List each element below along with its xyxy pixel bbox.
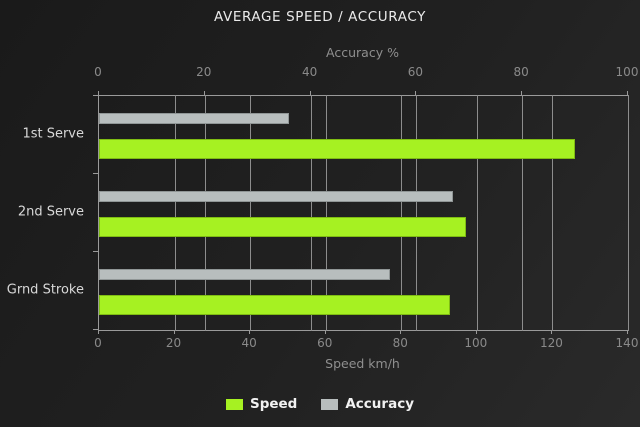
bottom-tick-label: 20	[165, 336, 182, 350]
bottom-axis-title: Speed km/h	[325, 356, 400, 371]
legend: Speed Accuracy	[0, 396, 640, 412]
speed-swatch-icon	[225, 398, 243, 410]
bottom-tick-mark	[551, 330, 553, 334]
category-label: Grnd Stroke	[6, 282, 84, 298]
speed-bar	[99, 139, 576, 159]
bottom-tick-mark	[475, 330, 477, 334]
gridline	[522, 95, 524, 331]
category-label: 2nd Serve	[17, 204, 84, 220]
gridline	[204, 95, 206, 331]
top-tick-label: 0	[94, 65, 102, 79]
legend-label-accuracy: Accuracy	[345, 396, 414, 412]
bottom-tick-label: 80	[392, 336, 408, 350]
top-axis-title: Accuracy %	[326, 45, 399, 60]
gridline	[476, 95, 478, 331]
top-tick-mark	[203, 91, 205, 95]
top-axis-ticks: 0 20 40 60 80 100	[94, 65, 638, 80]
category-label: 1st Serve	[22, 126, 84, 142]
bottom-tick-mark	[173, 330, 175, 334]
top-tick-label: 40	[301, 65, 318, 79]
gridline	[552, 95, 554, 331]
bottom-tick-mark	[627, 330, 628, 334]
chart-title: AVERAGE SPEED / ACCURACY	[214, 9, 426, 25]
legend-item-accuracy: Accuracy	[321, 396, 414, 412]
top-tick-mark	[309, 91, 311, 95]
top-tick-mark	[627, 91, 628, 95]
legend-item-speed: Speed	[225, 396, 298, 412]
top-tick-mark	[521, 91, 523, 95]
bottom-tick-label: 140	[615, 336, 639, 350]
bottom-tick-mark	[400, 330, 402, 334]
gridline	[174, 95, 176, 331]
category-tick-mark	[93, 173, 98, 174]
category-tick-mark	[93, 251, 98, 252]
category-axis: 1st Serve 2nd Serve Grnd Stroke	[0, 95, 84, 329]
bottom-tick-label: 40	[241, 336, 257, 350]
speed-bar	[99, 295, 451, 315]
bottom-tick-mark	[98, 330, 99, 334]
bottom-tick-mark	[324, 330, 326, 334]
gridline	[401, 95, 403, 331]
legend-label-speed: Speed	[249, 396, 298, 412]
gridline	[325, 95, 327, 331]
accuracy-bar	[99, 269, 390, 280]
bottom-axis-ticks: 0 20 40 60 80 100 120 140	[94, 336, 638, 351]
gridline	[416, 95, 418, 331]
top-tick-label: 20	[196, 65, 212, 79]
gridline	[628, 95, 629, 331]
accuracy-swatch-icon	[321, 398, 339, 410]
bottom-tick-label: 120	[539, 336, 563, 350]
bottom-tick-label: 60	[317, 336, 333, 350]
top-tick-label: 60	[407, 65, 424, 79]
top-tick-label: 80	[513, 65, 529, 79]
category-tick-mark	[93, 95, 98, 96]
bottom-tick-label: 100	[464, 336, 488, 350]
speed-bar	[99, 217, 466, 237]
top-tick-mark	[415, 91, 417, 95]
accuracy-bar	[99, 113, 290, 124]
bottom-tick-mark	[249, 330, 251, 334]
bottom-tick-label: 0	[94, 336, 102, 350]
plot-area	[98, 95, 629, 331]
top-tick-mark	[98, 91, 99, 95]
gridline	[250, 95, 252, 331]
accuracy-bar	[99, 191, 454, 202]
gridline	[310, 95, 312, 331]
category-tick-mark	[93, 329, 98, 330]
top-tick-label: 100	[615, 65, 639, 79]
